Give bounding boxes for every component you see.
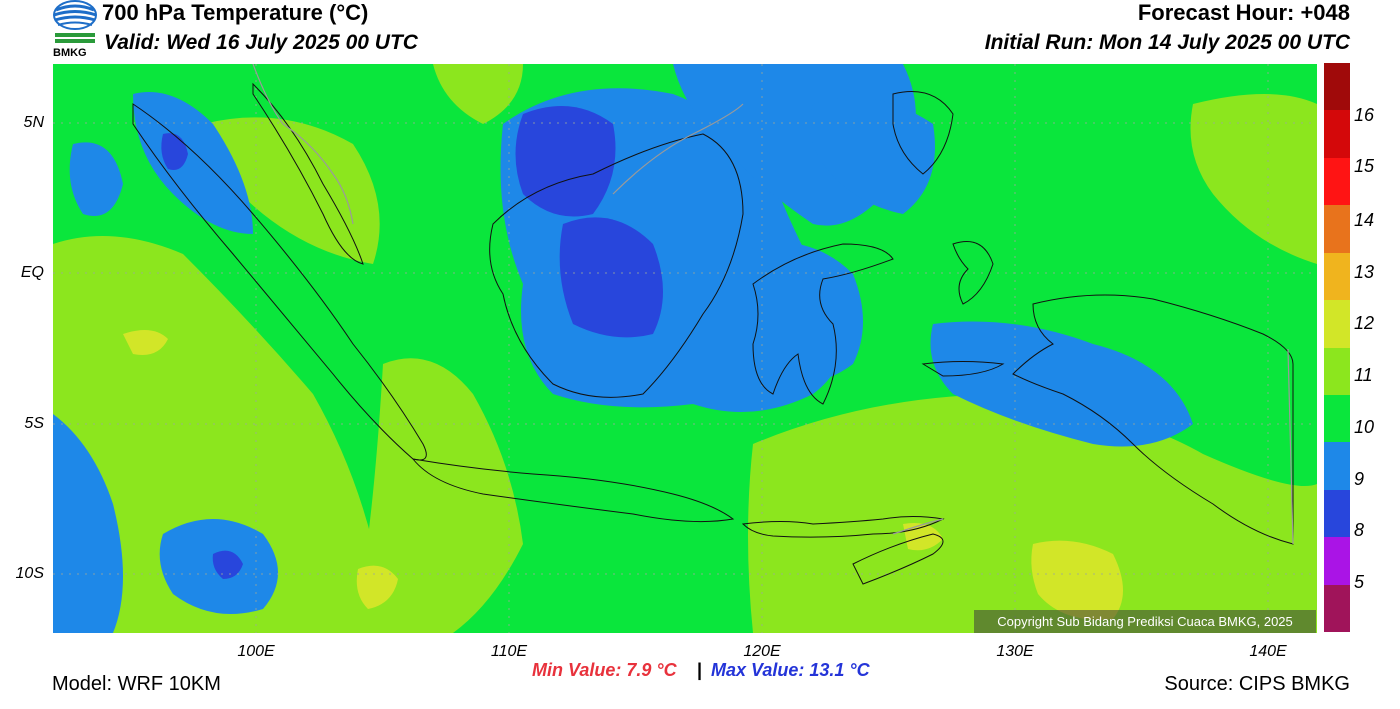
- lon-label-140e: 140E: [1249, 643, 1287, 660]
- min-value: Min Value: 7.9 °C: [532, 660, 677, 680]
- lat-label-5n: 5N: [23, 114, 44, 131]
- colorbar-segment: [1324, 347, 1350, 396]
- sumatra-coastline: [132, 103, 427, 461]
- model-label: Model: WRF 10KM: [52, 673, 221, 695]
- colorbar-label-12: 12: [1354, 313, 1375, 333]
- timor-coastline: [852, 533, 944, 585]
- initial-run: Initial Run: Mon 14 July 2025 00 UTC: [984, 31, 1350, 54]
- colorbar-label-9: 9: [1354, 469, 1365, 489]
- colorbar-label-11: 11: [1354, 365, 1373, 385]
- colorbar-segment: [1324, 394, 1350, 443]
- colorbar: [1324, 63, 1350, 633]
- lon-label-120e: 120E: [743, 643, 781, 660]
- colorbar-label-14: 14: [1354, 210, 1375, 230]
- colorbar-segment: [1324, 252, 1350, 301]
- copyright-notice: Copyright Sub Bidang Prediksi Cuaca BMKG…: [974, 610, 1316, 633]
- malay-coastline: [252, 82, 364, 265]
- valid-time: Valid: Wed 16 July 2025 00 UTC: [104, 31, 418, 54]
- lat-label-5s: 5S: [24, 415, 44, 432]
- colorbar-segment: [1324, 584, 1350, 633]
- logo-text: BMKG: [53, 47, 87, 59]
- colorbar-label-8: 8: [1354, 520, 1365, 540]
- colorbar-segment: [1324, 442, 1350, 491]
- colorbar-segment: [1324, 205, 1350, 254]
- temperature-map: [53, 64, 1317, 633]
- colorbar-label-10: 10: [1354, 417, 1375, 437]
- maluku-coastline: [952, 241, 994, 305]
- lon-label-100e: 100E: [237, 643, 275, 660]
- colorbar-segment: [1324, 300, 1350, 348]
- mindanao-coastline: [892, 91, 954, 175]
- colorbar-label-15: 15: [1354, 156, 1375, 176]
- colorbar-label-13: 13: [1354, 262, 1375, 282]
- chart-title: 700 hPa Temperature (°C): [102, 0, 369, 25]
- value-separator: |: [697, 660, 703, 680]
- sulawesi-coastline: [752, 243, 894, 405]
- colorbar-label-5: 5: [1354, 572, 1365, 592]
- bmkg-logo: [50, 0, 100, 60]
- source-label: Source: CIPS BMKG: [1164, 673, 1350, 695]
- lat-label-eq: EQ: [20, 264, 44, 281]
- colorbar-segment: [1324, 110, 1350, 159]
- lon-label-110e: 110E: [490, 643, 528, 660]
- forecast-hour: Forecast Hour: +048: [1137, 0, 1350, 25]
- colorbar-segment: [1324, 537, 1350, 586]
- colorbar-segment: [1324, 489, 1350, 538]
- lat-label-10s: 10S: [15, 565, 44, 582]
- colorbar-segment: [1324, 157, 1350, 206]
- colorbar-segment: [1324, 63, 1350, 111]
- seram-coastline: [921, 361, 1005, 377]
- papua-coastline: [1012, 294, 1294, 545]
- borneo-coastline: [489, 133, 744, 398]
- colorbar-label-16: 16: [1354, 105, 1375, 125]
- java-coastline: [411, 458, 735, 523]
- max-value: Max Value: 13.1 °C: [711, 660, 870, 680]
- lon-label-130e: 130E: [996, 643, 1034, 660]
